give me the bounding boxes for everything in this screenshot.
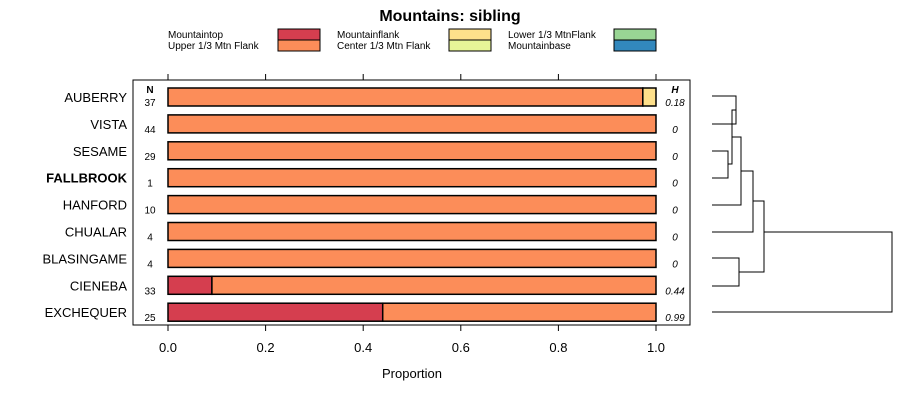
n-header: N: [146, 85, 153, 96]
row-label: CIENEBA: [70, 278, 127, 293]
x-tick-label: 0.8: [549, 340, 567, 355]
dendro-branch: [712, 231, 893, 313]
row-label: FALLBROOK: [46, 171, 127, 186]
h-header: H: [671, 85, 679, 96]
h-value: 0: [672, 233, 678, 244]
h-value: 0: [672, 179, 678, 190]
row-label: SESAME: [73, 144, 128, 159]
x-axis-label: Proportion: [382, 366, 442, 381]
chart-title: Mountains: sibling: [379, 8, 520, 25]
h-value: 0: [672, 125, 678, 136]
h-value: 0.44: [665, 286, 685, 297]
n-value: 29: [144, 152, 156, 163]
legend-label: Upper 1/3 Mtn Flank: [168, 41, 260, 52]
x-tick-label: 0.2: [257, 340, 275, 355]
legend-swatch: [448, 39, 492, 52]
legend-swatch: [448, 28, 492, 41]
legend-label: Mountaintop: [168, 30, 223, 41]
h-value: 0: [672, 152, 678, 163]
legend-label: Lower 1/3 MtnFlank: [508, 30, 597, 41]
dendro-branch: [739, 200, 765, 273]
legend-swatch: [613, 28, 657, 41]
bar-segment: [167, 194, 657, 215]
h-value: 0: [672, 259, 678, 270]
n-value: 25: [144, 313, 156, 324]
bar-segment: [167, 302, 384, 322]
x-tick-label: 1.0: [647, 340, 665, 355]
n-value: 4: [147, 233, 153, 244]
x-tick-label: 0.4: [354, 340, 372, 355]
bar-segment: [167, 87, 644, 107]
dendro-branch: [712, 136, 742, 206]
n-value: 4: [147, 259, 153, 270]
dendro-branch: [712, 170, 754, 233]
bar-segment: [167, 141, 657, 161]
row-label: EXCHEQUER: [45, 305, 127, 320]
dendro-branch: [712, 257, 740, 287]
legend-swatch: [277, 39, 321, 52]
legend-label: Center 1/3 Mtn Flank: [337, 41, 431, 52]
legend-label: Mountainbase: [508, 41, 571, 52]
legend-label: Mountainflank: [337, 30, 400, 41]
n-value: 33: [144, 286, 156, 297]
n-value: 1: [147, 179, 153, 190]
x-tick-label: 0.0: [159, 340, 177, 355]
dendro-branch: [712, 150, 729, 179]
plot-frame: [132, 79, 691, 326]
n-value: 44: [144, 125, 156, 136]
bar-segment: [167, 114, 657, 134]
legend-swatch: [613, 39, 657, 52]
bar-segment: [211, 275, 657, 296]
bar-segment: [167, 221, 657, 242]
row-label: CHUALAR: [65, 225, 127, 240]
bar-segment: [167, 248, 657, 269]
x-axis: 0.0 0.2 0.4 0.6 0.8 1.0: [159, 74, 665, 355]
h-value: 0.18: [665, 98, 685, 109]
h-value: 0: [672, 206, 678, 217]
row-label: AUBERRY: [64, 90, 127, 105]
row-label: VISTA: [90, 117, 127, 132]
dendrogram: [712, 95, 893, 313]
x-tick-label: 0.6: [452, 340, 470, 355]
bar-segment: [167, 275, 213, 296]
h-value: 0.99: [665, 313, 685, 324]
row-label: BLASINGAME: [42, 251, 127, 266]
n-value: 10: [144, 206, 156, 217]
n-value: 37: [144, 98, 156, 109]
bar-segment: [381, 302, 657, 322]
bar-segment: [642, 87, 657, 107]
row-label: HANFORD: [63, 198, 127, 213]
bar-segment: [167, 167, 657, 188]
legend-swatch: [277, 28, 321, 41]
